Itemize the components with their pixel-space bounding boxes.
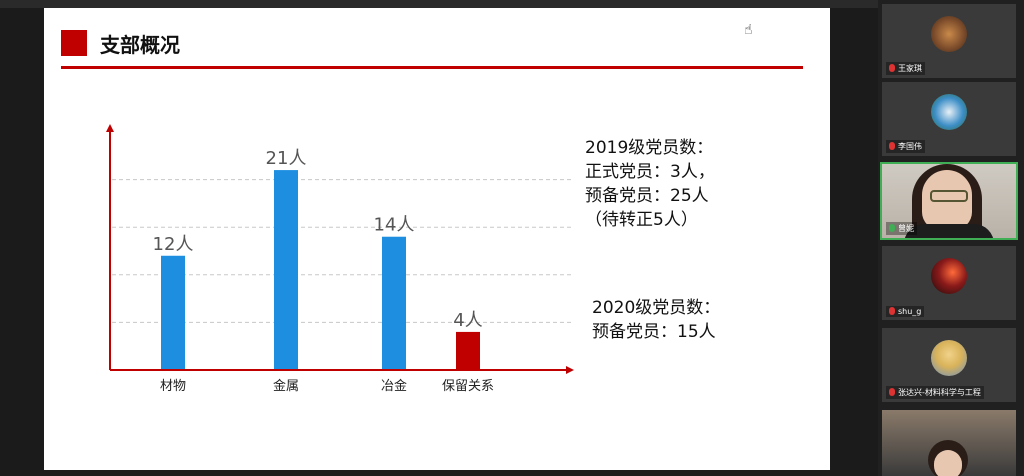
participant-name: 曾妮 xyxy=(898,224,914,233)
presentation-slide: 支部概况 ☝ 12人 21人 14人 4人 材物 金属 冶金 保留关系 2019级党员数： … xyxy=(44,8,830,470)
bar-2 xyxy=(274,170,298,370)
mic-muted-icon xyxy=(889,142,895,150)
x-tick-label: 金属 xyxy=(273,378,299,394)
participant-tile-active[interactable]: 曾妮 xyxy=(880,162,1018,240)
title-divider xyxy=(61,66,803,69)
stats-2019: 2019级党员数： 正式党员：3人， 预备党员：25人 （待转正5人） xyxy=(585,136,715,232)
participant-tile[interactable]: shu_g xyxy=(882,246,1016,320)
stats-2019-line: 正式党员：3人， xyxy=(585,162,715,182)
participant-label: 曾妮 xyxy=(886,222,917,235)
avatar xyxy=(931,258,967,294)
mic-muted-icon xyxy=(889,388,895,396)
participant-tile[interactable]: 王家琪 xyxy=(882,4,1016,78)
chart-tick-labels: 材物 金属 冶金 保留关系 xyxy=(160,378,494,394)
x-tick-label: 冶金 xyxy=(381,378,407,394)
participant-label: 李国伟 xyxy=(886,140,925,153)
bar-3 xyxy=(382,236,406,370)
participant-tile[interactable]: 李国伟 xyxy=(882,82,1016,156)
data-label: 14人 xyxy=(374,215,415,236)
participant-label: shu_g xyxy=(886,306,925,317)
mic-on-icon xyxy=(889,224,895,232)
x-tick-label: 保留关系 xyxy=(442,379,494,394)
stats-2020-line: 预备党员：15人 xyxy=(592,322,716,342)
avatar xyxy=(931,94,967,130)
participants-panel: 王家琪 李国伟 曾妮 shu_g 张达兴-材料科学与工程 xyxy=(878,0,1024,476)
top-bar xyxy=(0,0,1024,8)
chart-bars xyxy=(161,170,480,370)
participant-label: 张达兴-材料科学与工程 xyxy=(886,386,984,399)
stats-2019-line: 预备党员：25人 xyxy=(585,186,709,206)
participant-label: 王家琪 xyxy=(886,62,925,75)
title-marker xyxy=(61,30,87,56)
participant-name: shu_g xyxy=(898,307,922,316)
stats-2019-line: （待转正5人） xyxy=(585,210,698,230)
chart-data-labels: 12人 21人 14人 4人 xyxy=(153,148,483,331)
slide-title: 支部概况 xyxy=(100,33,180,57)
mic-muted-icon xyxy=(889,64,895,72)
participant-name: 李国伟 xyxy=(898,142,922,151)
x-axis-arrow xyxy=(566,366,574,374)
stats-2020-line: 2020级党员数： xyxy=(592,298,721,318)
bar-4 xyxy=(456,331,480,370)
mic-muted-icon xyxy=(889,307,895,315)
stats-2019-line: 2019级党员数： xyxy=(585,138,714,158)
data-label: 21人 xyxy=(266,148,307,169)
bar-1 xyxy=(161,255,185,370)
data-label: 4人 xyxy=(453,310,482,331)
participant-tile[interactable]: 张达兴-材料科学与工程 xyxy=(882,328,1016,402)
participant-name: 张达兴-材料科学与工程 xyxy=(898,388,981,397)
stats-2020: 2020级党员数： 预备党员：15人 xyxy=(592,296,720,344)
avatar xyxy=(931,16,967,52)
data-label: 12人 xyxy=(153,234,194,255)
avatar xyxy=(931,340,967,376)
bar-chart: 12人 21人 14人 4人 材物 金属 冶金 保留关系 xyxy=(106,124,574,394)
participant-tile-partial[interactable] xyxy=(882,410,1016,476)
y-axis-arrow xyxy=(106,124,114,132)
participant-video xyxy=(882,164,1016,238)
x-tick-label: 材物 xyxy=(160,379,186,394)
participant-name: 王家琪 xyxy=(898,64,922,73)
hand-cursor-icon: ☝ xyxy=(744,22,753,38)
